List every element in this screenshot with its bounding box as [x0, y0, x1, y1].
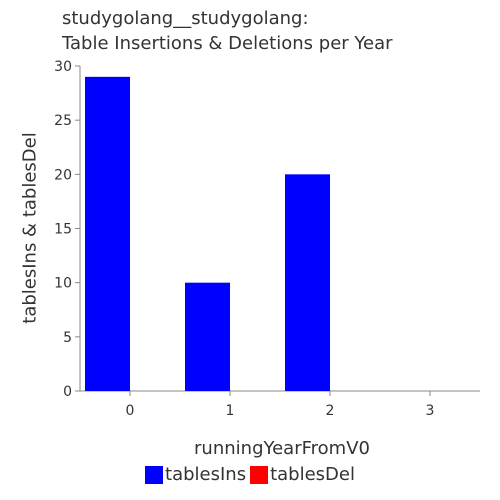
x-tick-label: 3	[426, 403, 435, 419]
y-axis-label: tablesIns & tablesDel	[19, 132, 41, 324]
x-tick-label: 1	[226, 403, 235, 419]
bar-tablesins-2	[285, 174, 330, 391]
bar-tablesins-1	[185, 282, 230, 391]
y-tick-label: 20	[54, 167, 72, 183]
bar-tablesins-0	[85, 76, 130, 391]
legend: tablesIns tablesDel	[0, 464, 500, 485]
legend-label-tablesins: tablesIns	[165, 464, 247, 485]
x-tick-label: 0	[126, 403, 135, 419]
chart-title-line-2: Table Insertions & Deletions per Year	[62, 33, 393, 54]
y-tick-label: 15	[54, 222, 72, 238]
x-axis-label: runningYearFromV0	[194, 438, 370, 459]
y-tick-label: 0	[63, 384, 72, 400]
legend-item-tablesins: tablesIns	[145, 464, 246, 485]
y-tick-label: 5	[63, 330, 72, 346]
y-tick-label: 30	[54, 59, 72, 75]
legend-swatch-tablesdel	[250, 465, 269, 484]
legend-label-tablesdel: tablesDel	[270, 464, 355, 485]
y-tick-label: 10	[54, 276, 72, 292]
legend-swatch-tablesins	[145, 465, 164, 484]
legend-item-tablesdel: tablesDel	[250, 464, 355, 485]
chart-title-line-1: studygolang__studygolang:	[62, 8, 309, 29]
y-tick-label: 25	[54, 113, 72, 129]
x-tick-label: 2	[326, 403, 335, 419]
